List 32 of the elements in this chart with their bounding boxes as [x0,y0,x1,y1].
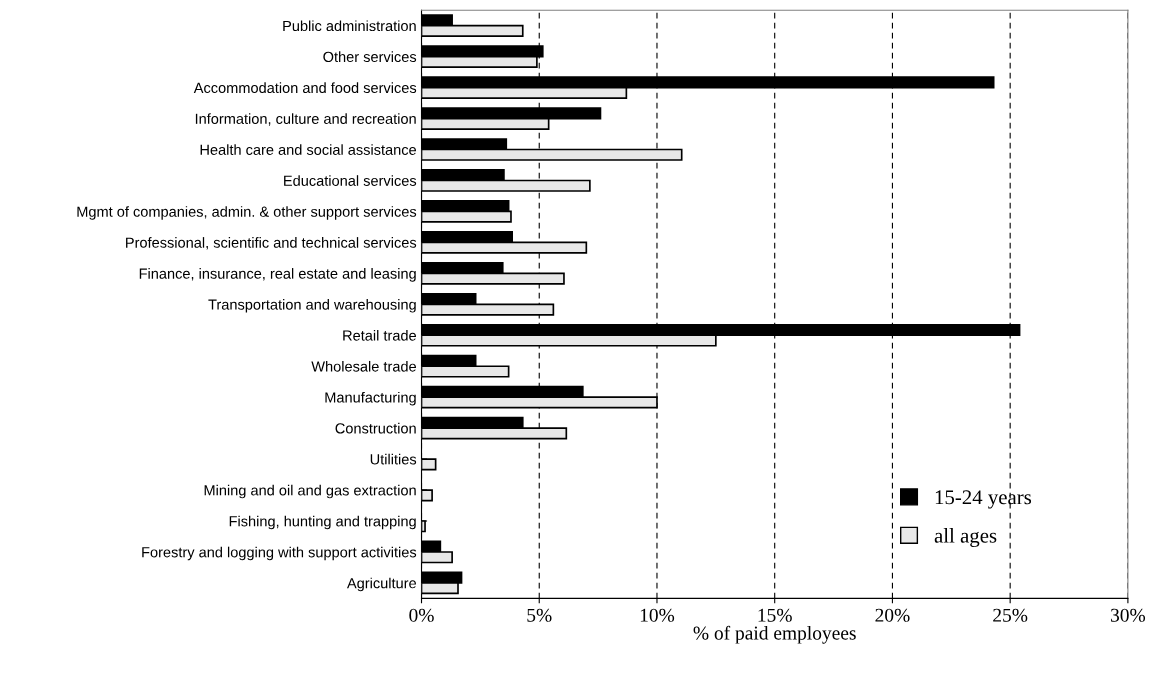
y-tick-label: Retail trade [343,329,417,341]
y-tick-label: Agriculture [346,577,417,592]
y-tick-label: Mining and oil and gas extraction [204,484,416,499]
y-tick-label: Educational services [284,175,417,186]
x-tick-label: 10% [640,608,675,622]
bar [421,489,433,502]
y-tick-label: Transportation and warehousing [208,299,416,313]
x-tick-label: 25% [993,608,1028,622]
y-tick-label: Mgmt of companies, admin. & other support services [77,206,417,220]
y-tick-label: Health care and social assistance [200,144,417,155]
y-tick-label: Forestry and logging with support activities [142,546,417,561]
bar [421,458,437,471]
y-tick-label: Wholesale trade [311,360,417,372]
y-tick-label: Fishing, hunting and trapping [229,515,416,530]
legend-label: 15-24 years [935,490,1032,509]
y-tick-label: Professional, scientific and technical services [126,237,417,250]
x-axis-title: % of paid employees [693,625,856,644]
y-tick-label: Accommodation and food services [193,82,417,94]
bar [421,520,426,533]
y-tick-label: Manufacturing [325,391,416,406]
y-tick-label: Information, culture and recreation [195,113,416,126]
x-tick-label: 15% [758,608,792,622]
y-tick-label: Other services [323,51,417,63]
y-tick-label: Utilities [370,453,417,465]
x-tick-label: 20% [875,608,910,622]
x-tick-label: 30% [1111,608,1146,622]
legend-label: all ages [934,528,997,548]
y-tick-label: Construction [335,422,416,434]
x-tick-label: 5% [527,608,552,622]
y-tick-label: Finance, insurance, real estate and leasing [139,268,416,282]
y-tick-label: Public administration [283,20,416,32]
x-tick-label: 0% [409,608,434,622]
